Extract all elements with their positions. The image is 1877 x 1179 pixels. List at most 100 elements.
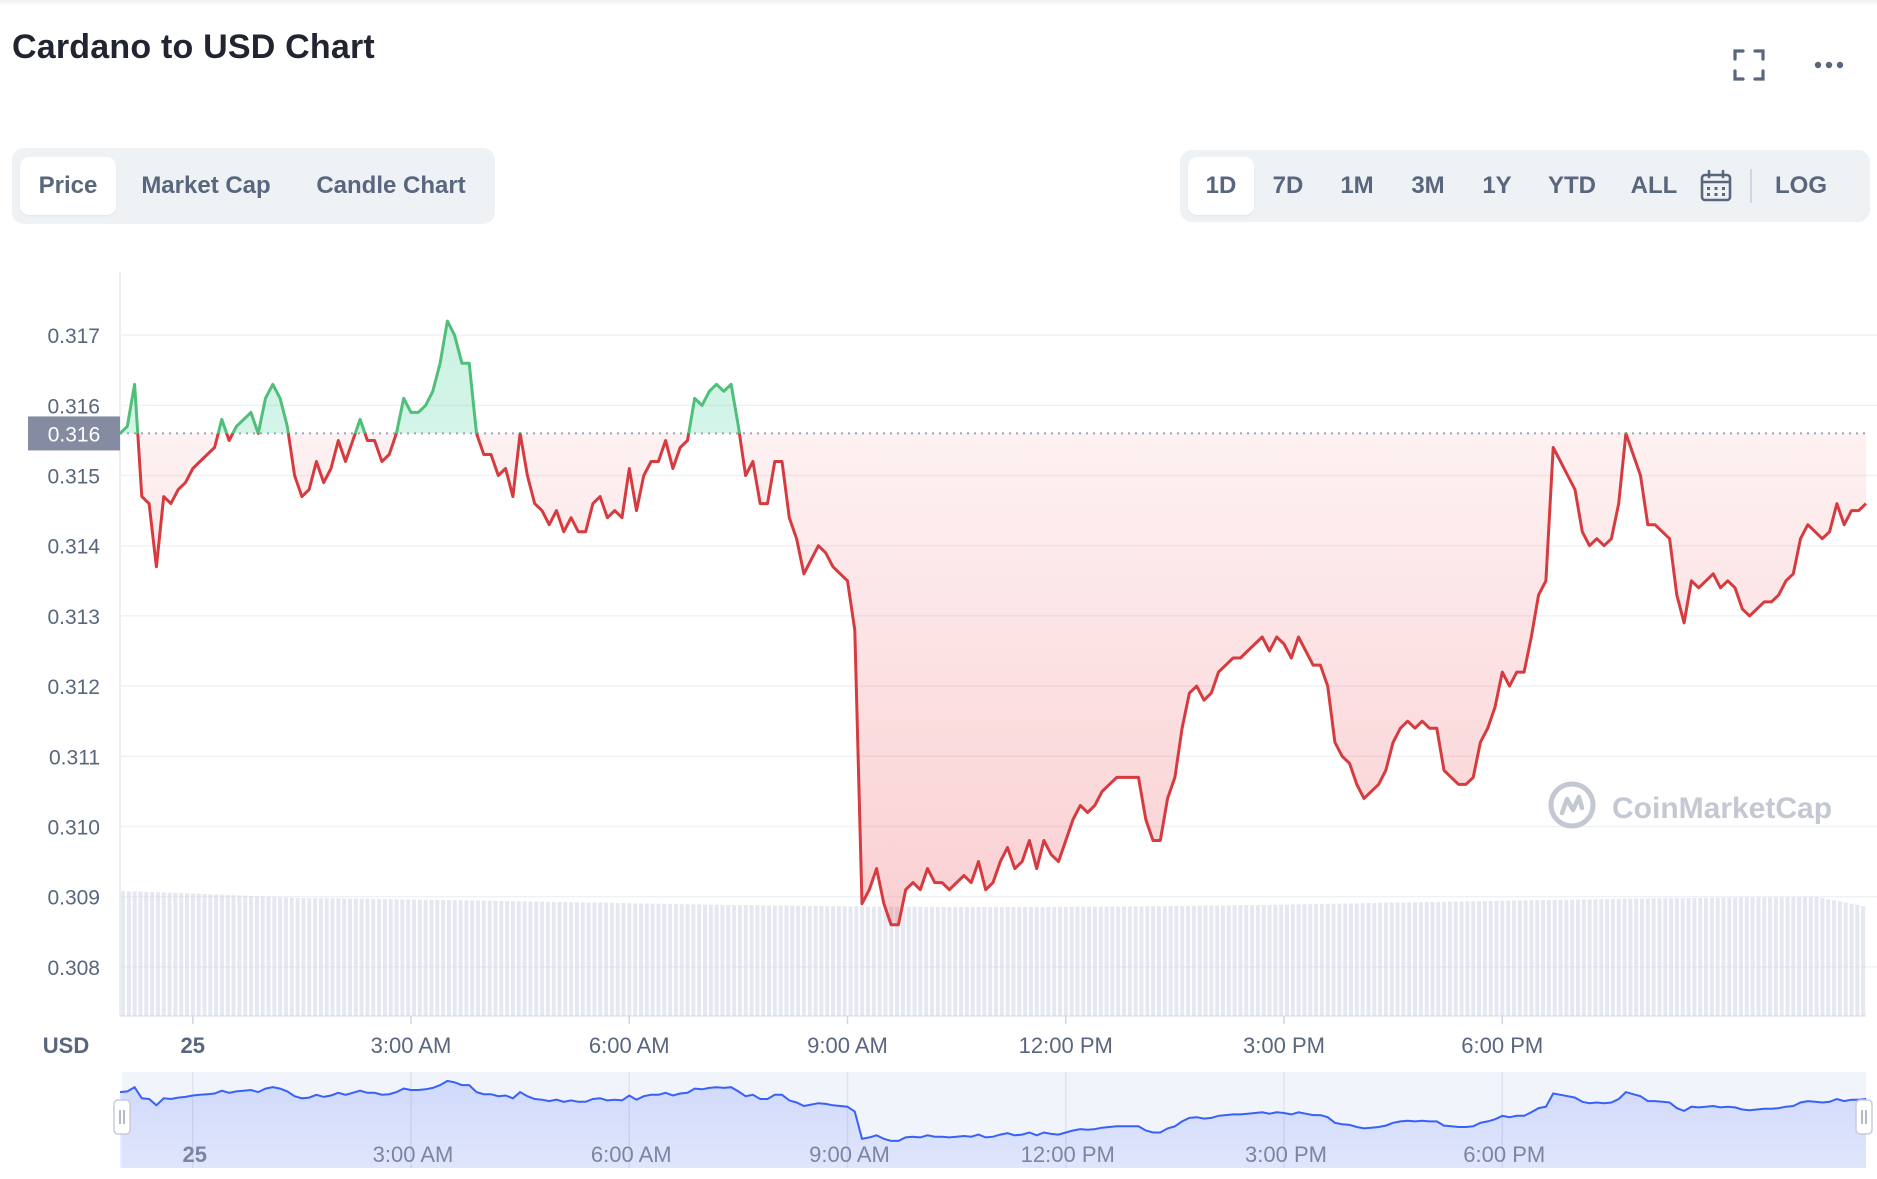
date-range-button[interactable] [1694,164,1738,208]
volume-bar [959,906,964,1016]
volume-bar [365,898,370,1016]
volume-bar [633,903,638,1016]
volume-bar [557,902,562,1016]
volume-bar [1692,897,1697,1016]
volume-bar [1704,897,1709,1016]
volume-bar [1738,897,1743,1016]
volume-bar [1191,905,1196,1016]
volume-bar [1442,901,1447,1016]
volume-bar [784,905,789,1016]
range-tab-group: 1D 7D 1M 3M 1Y YTD ALL LOG [1180,150,1870,222]
calendar-icon [1700,169,1732,202]
volume-bar [283,897,288,1016]
volume-bar [1098,906,1103,1016]
tab-market-cap[interactable]: Market Cap [141,172,271,199]
log-scale-toggle[interactable]: LOG [1775,172,1827,199]
volume-bar [1762,897,1767,1016]
volume-bar [1820,898,1825,1016]
volume-bar [819,906,824,1016]
volume-bar [726,904,731,1016]
navigator-handle-right[interactable] [1855,1099,1873,1135]
volume-bar [1657,898,1662,1016]
navigator-tick-label: 6:00 AM [591,1142,672,1167]
navigator-handle-left[interactable] [113,1099,131,1135]
volume-bar [289,897,294,1016]
volume-bar [586,902,591,1016]
tab-price[interactable]: Price [20,157,116,215]
volume-bar [1081,906,1086,1016]
tab-range-1y[interactable]: 1Y [1482,172,1512,199]
volume-bar [1814,897,1819,1016]
volume-bar [935,906,940,1016]
volume-bar [1791,897,1796,1016]
volume-bar [1674,898,1679,1016]
volume-bar [604,902,609,1016]
volume-bar [609,902,614,1016]
tab-range-7d[interactable]: 7D [1272,172,1304,199]
price-line-above-reference [118,319,1628,434]
reference-price-badge: 0.316 [28,416,120,451]
volume-bar [1349,903,1354,1016]
volume-bar [627,903,632,1016]
volume-bar [1296,904,1301,1016]
tab-range-ytd[interactable]: YTD [1548,172,1596,199]
volume-bar [714,904,719,1016]
volume-bar [1453,901,1458,1016]
volume-bar [1541,900,1546,1016]
x-tick-label: 12:00 PM [1019,1033,1113,1058]
metric-tab-group: Price Market Cap Candle Chart [12,148,495,224]
volume-bar [1058,906,1063,1016]
volume-bar [499,900,504,1016]
y-tick-label: 0.308 [47,957,100,980]
volume-bar [1523,900,1528,1016]
volume-bar [1826,899,1831,1016]
volume-bar [1075,906,1080,1016]
volume-bar [1802,897,1807,1016]
volume-bar [644,903,649,1016]
y-tick-label: 0.309 [47,887,100,910]
volume-bar [999,906,1004,1016]
volume-bar [574,902,579,1016]
volume-bar [825,906,830,1016]
tab-range-1d[interactable]: 1D [1188,157,1254,215]
volume-bar [342,898,347,1016]
volume-bar [842,906,847,1016]
more-options-button[interactable] [1804,40,1854,90]
volume-bar [749,905,754,1016]
tab-range-1m[interactable]: 1M [1340,172,1374,199]
volume-bar [1063,906,1068,1016]
volume-bar [1383,902,1388,1016]
top-shade [0,0,1877,6]
volume-bar [1447,901,1452,1016]
tab-range-all[interactable]: ALL [1630,172,1678,199]
volume-bar [1552,899,1557,1016]
volume-bar [196,893,201,1016]
volume-bar [895,906,900,1016]
volume-bar [621,903,626,1016]
area-fill-below-reference [137,433,1866,925]
volume-bar [249,895,254,1016]
volume-bar [691,904,696,1016]
volume-bar [1418,902,1423,1016]
volume-bar [481,900,486,1016]
volume-bar [598,902,603,1016]
volume-bar [1424,902,1429,1016]
volume-bar [516,901,521,1016]
volume-bar [208,894,213,1016]
volume-bar [150,892,155,1016]
volume-bar [1389,902,1394,1016]
volume-bar [225,894,230,1016]
volume-bar [1511,900,1516,1016]
volume-bar [865,906,870,1016]
volume-bar [854,906,859,1016]
fullscreen-button[interactable] [1724,40,1774,90]
volume-bar [807,905,812,1016]
volume-bar [522,901,527,1016]
tab-candle-chart[interactable]: Candle Chart [316,172,466,199]
volume-bar [1005,906,1010,1016]
y-tick-label: 0.316 [47,395,100,418]
volume-bar [1186,905,1191,1016]
volume-bar [1139,906,1144,1016]
tab-range-3m[interactable]: 3M [1411,172,1445,199]
